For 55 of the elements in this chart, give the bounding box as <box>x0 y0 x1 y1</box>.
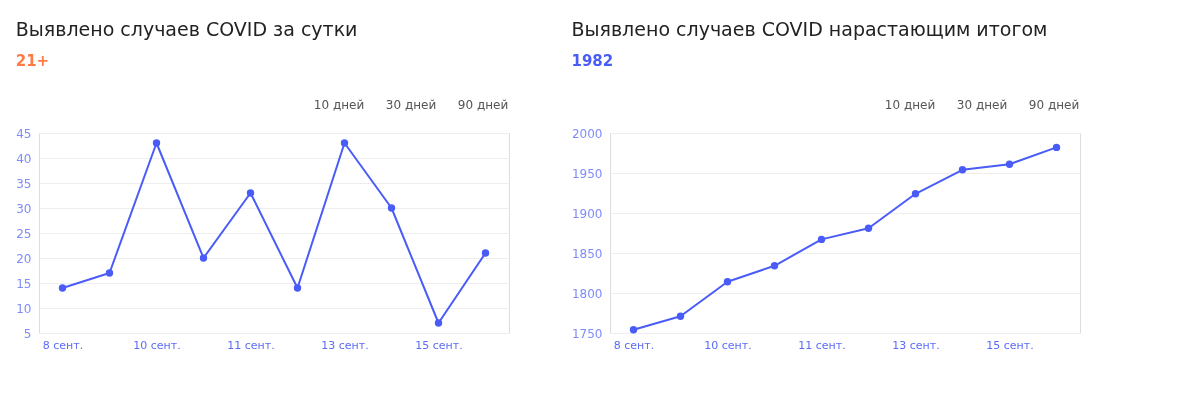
x-tick-label: 13 сент. <box>892 338 940 352</box>
point <box>958 166 967 174</box>
text: 10 дней <box>313 98 365 112</box>
point <box>676 312 685 320</box>
text: 30 дней <box>956 98 1008 112</box>
text: 90 дней <box>457 98 509 112</box>
x-tick-label: 10 сент. <box>133 338 181 352</box>
x-tick-label: 11 сент. <box>227 338 275 352</box>
y-tick-label: 1750 <box>571 326 603 341</box>
text: 10 дней <box>884 98 936 112</box>
point <box>481 249 490 257</box>
y-tick-label: 1900 <box>571 206 603 221</box>
y-tick-label: 5 <box>23 326 32 341</box>
y-tick-label: 15 <box>16 276 32 291</box>
point <box>770 262 779 270</box>
point <box>911 190 920 198</box>
point <box>340 139 349 147</box>
text: 30 дней <box>385 98 437 112</box>
x-tick-label: 15 сент. <box>986 338 1034 352</box>
point <box>293 284 302 292</box>
y-tick-label: 30 <box>16 201 32 216</box>
y-tick-label: 25 <box>16 226 32 241</box>
point <box>246 189 255 197</box>
y-tick-label: 45 <box>16 126 32 141</box>
y-tick-label: 35 <box>16 176 32 191</box>
point <box>105 269 114 277</box>
point <box>1005 160 1014 168</box>
y-tick-label: 1950 <box>571 166 603 181</box>
x-tick-label: 15 сент. <box>415 338 463 352</box>
y-tick-label: 1800 <box>571 286 603 301</box>
point <box>387 204 396 212</box>
x-tick-label: 8 сент. <box>42 338 84 352</box>
x-tick-label: 13 сент. <box>321 338 369 352</box>
chart-subtitle: 1982 <box>571 52 614 70</box>
chart-title: Выявлено случаев COVID за сутки <box>15 18 358 40</box>
chart-title: Выявлено случаев COVID нарастающим итогом <box>571 18 1048 40</box>
point <box>58 284 67 292</box>
y-tick-label: 10 <box>16 301 32 316</box>
point <box>434 319 443 327</box>
point <box>1052 143 1061 152</box>
y-tick-label: 2000 <box>571 126 603 141</box>
point <box>817 235 826 244</box>
point <box>152 139 161 147</box>
point <box>864 224 873 232</box>
chart-subtitle: 21+ <box>15 52 50 70</box>
x-tick-label: 11 сент. <box>798 338 846 352</box>
y-tick-label: 40 <box>16 151 32 166</box>
point <box>199 254 208 262</box>
x-tick-label: 10 сент. <box>704 338 752 352</box>
point <box>723 278 732 286</box>
y-tick-label: 1850 <box>571 246 603 261</box>
point <box>629 326 638 334</box>
text: 90 дней <box>1028 98 1080 112</box>
x-tick-label: 8 сент. <box>613 338 655 352</box>
y-tick-label: 20 <box>16 251 32 266</box>
